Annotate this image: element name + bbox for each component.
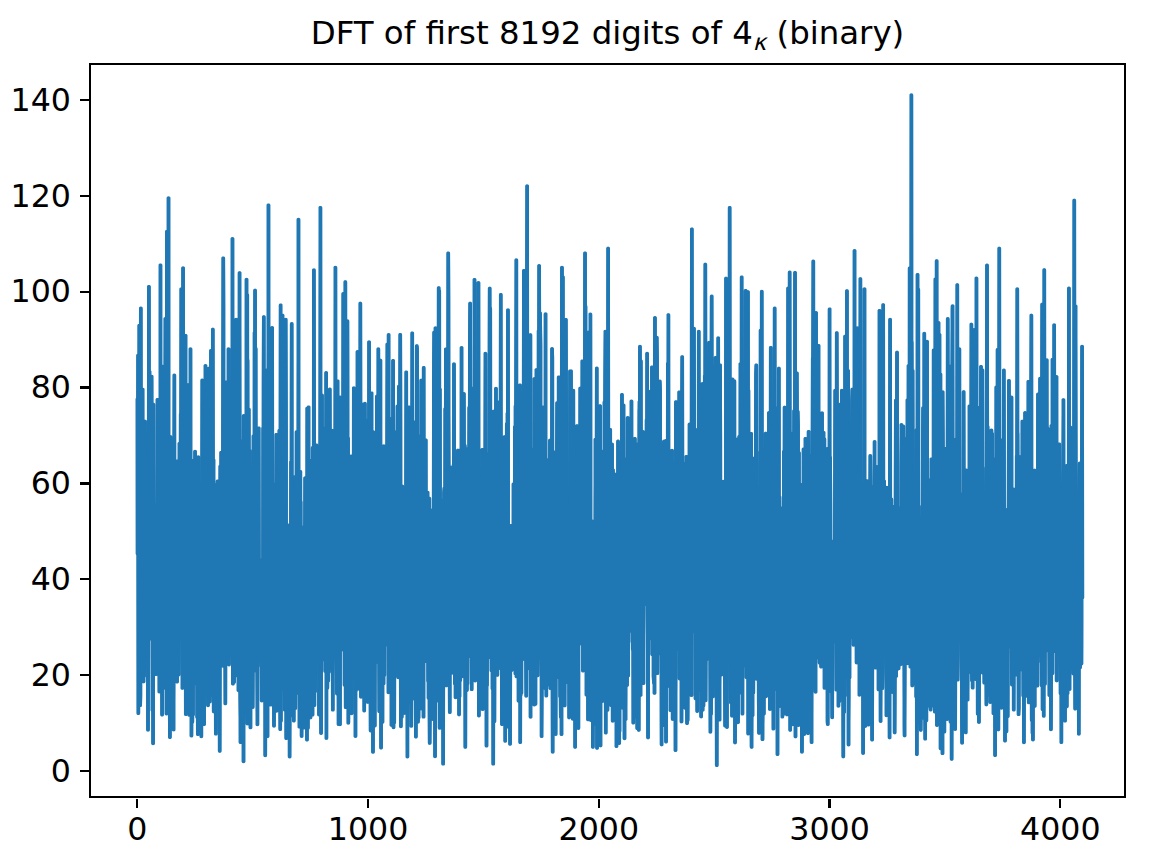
spectrum-line-series [91, 65, 1125, 797]
y-tick-mark [80, 770, 89, 772]
y-tick-label: 20 [0, 660, 71, 692]
chart-title-post: (binary) [766, 14, 904, 52]
figure: DFT of first 8192 digits of 4κ (binary) … [0, 0, 1149, 864]
y-tick-mark [80, 195, 89, 197]
y-tick-mark [80, 386, 89, 388]
y-tick-label: 80 [0, 372, 71, 404]
x-tick-mark [828, 799, 830, 808]
x-tick-mark [136, 799, 138, 808]
y-tick-mark [80, 674, 89, 676]
y-tick-label: 0 [0, 756, 71, 788]
y-tick-label: 120 [0, 181, 71, 213]
y-tick-label: 60 [0, 468, 71, 500]
y-tick-label: 40 [0, 564, 71, 596]
y-tick-mark [80, 99, 89, 101]
x-tick-label: 0 [62, 814, 212, 846]
y-tick-label: 140 [0, 85, 71, 117]
y-tick-label: 100 [0, 276, 71, 308]
chart-title: DFT of first 8192 digits of 4κ (binary) [88, 14, 1127, 55]
y-tick-mark [80, 482, 89, 484]
x-tick-label: 3000 [755, 814, 905, 846]
plot-area [89, 63, 1127, 799]
x-tick-mark [1059, 799, 1061, 808]
x-tick-mark [367, 799, 369, 808]
chart-title-pre: DFT of first 8192 digits of 4 [311, 14, 753, 52]
x-tick-mark [598, 799, 600, 808]
x-tick-label: 2000 [524, 814, 674, 846]
x-tick-label: 4000 [985, 814, 1135, 846]
y-tick-mark [80, 578, 89, 580]
y-tick-mark [80, 291, 89, 293]
x-tick-label: 1000 [293, 814, 443, 846]
chart-title-subscript: κ [753, 29, 766, 55]
